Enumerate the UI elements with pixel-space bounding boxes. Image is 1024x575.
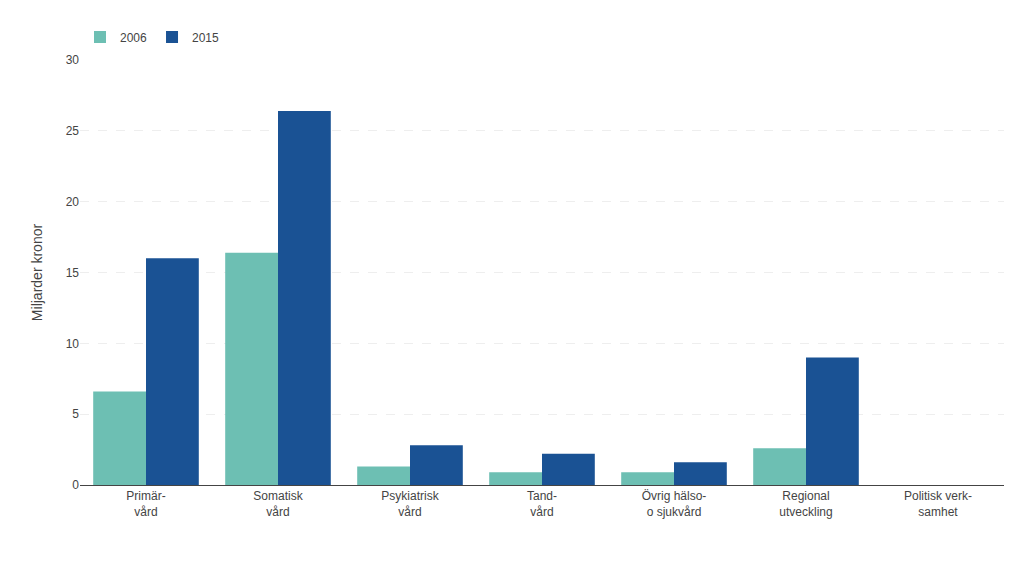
svg-text:Tand-vård: Tand-vård: [527, 489, 557, 519]
svg-text:5: 5: [72, 407, 79, 421]
svg-text:30: 30: [66, 53, 80, 67]
svg-text:25: 25: [66, 124, 80, 138]
svg-text:Primär-vård: Primär-vård: [126, 489, 165, 519]
svg-text:2006: 2006: [120, 31, 147, 45]
svg-text:15: 15: [66, 266, 80, 280]
svg-text:Somatiskvård: Somatiskvård: [253, 489, 303, 519]
svg-text:Miljarder kronor: Miljarder kronor: [29, 224, 45, 322]
svg-text:0: 0: [72, 478, 79, 492]
svg-text:2015: 2015: [192, 31, 219, 45]
svg-text:20: 20: [66, 195, 80, 209]
svg-text:Psykiatriskvård: Psykiatriskvård: [381, 489, 439, 519]
svg-text:10: 10: [66, 337, 80, 351]
svg-text:Regionalutveckling: Regionalutveckling: [779, 489, 832, 519]
svg-text:Övrig hälso-o sjukvård: Övrig hälso-o sjukvård: [642, 489, 707, 519]
svg-text:Politisk verk-samhet: Politisk verk-samhet: [904, 489, 972, 519]
